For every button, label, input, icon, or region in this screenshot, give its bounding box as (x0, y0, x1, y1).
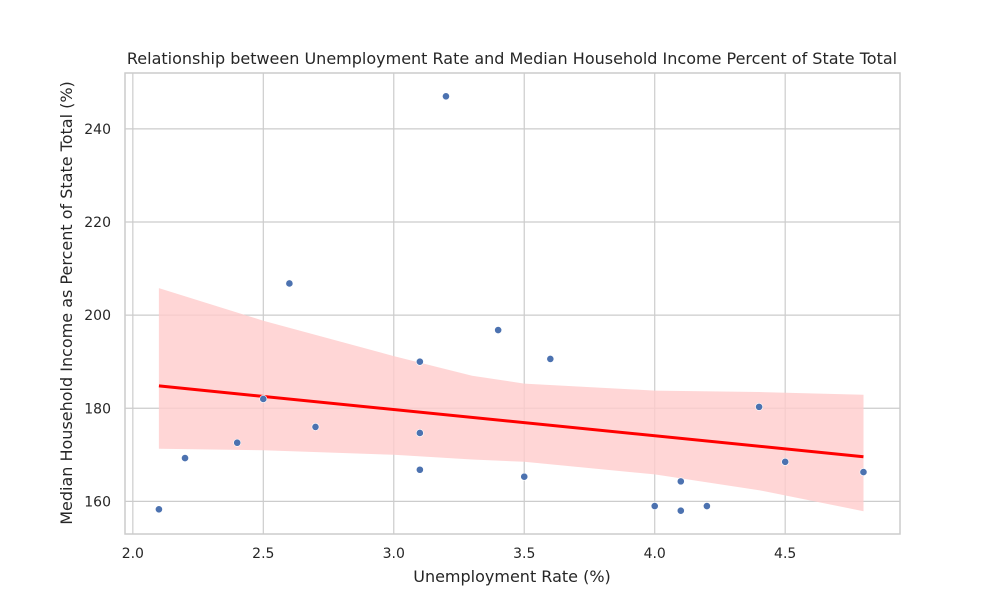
data-point (676, 506, 685, 515)
data-point (650, 502, 659, 510)
y-tick-label: 200 (84, 308, 111, 324)
x-tick-label: 2.5 (252, 546, 274, 562)
data-point (285, 279, 294, 288)
data-point (259, 395, 268, 403)
data-points (155, 92, 868, 515)
data-point (415, 357, 424, 366)
y-axis-label: Median Household Income as Percent of St… (57, 81, 76, 525)
data-point (442, 92, 450, 101)
x-tick-label: 2.0 (122, 546, 144, 562)
data-point (546, 355, 555, 363)
data-point (755, 402, 763, 411)
data-point (859, 468, 868, 476)
data-point (781, 457, 790, 466)
y-tick-label: 180 (84, 401, 111, 417)
x-tick-label: 3.5 (513, 546, 535, 562)
data-point (494, 326, 503, 334)
data-point (520, 472, 529, 481)
data-point (415, 429, 424, 437)
y-axis-ticks: 160 180 200 220 240 (84, 122, 111, 511)
x-axis-ticks: 2.0 2.5 3.0 3.5 4.0 4.5 (122, 546, 797, 562)
data-point (676, 477, 685, 486)
regression-line (158, 384, 864, 459)
data-point (233, 438, 242, 447)
chart-title: Relationship between Unemployment Rate a… (127, 49, 897, 68)
x-tick-label: 4.5 (774, 546, 796, 562)
y-tick-label: 240 (84, 122, 111, 138)
x-tick-label: 3.0 (383, 546, 405, 562)
data-point (311, 422, 320, 431)
data-point (415, 465, 424, 474)
confidence-band (158, 288, 864, 512)
data-point (181, 454, 189, 462)
x-tick-label: 4.0 (644, 546, 666, 562)
data-point (703, 502, 711, 510)
y-tick-label: 220 (84, 215, 111, 231)
y-tick-label: 160 (84, 494, 111, 510)
data-point (155, 505, 163, 514)
plot-frame (124, 72, 901, 535)
x-axis-label: Unemployment Rate (%) (413, 567, 611, 586)
